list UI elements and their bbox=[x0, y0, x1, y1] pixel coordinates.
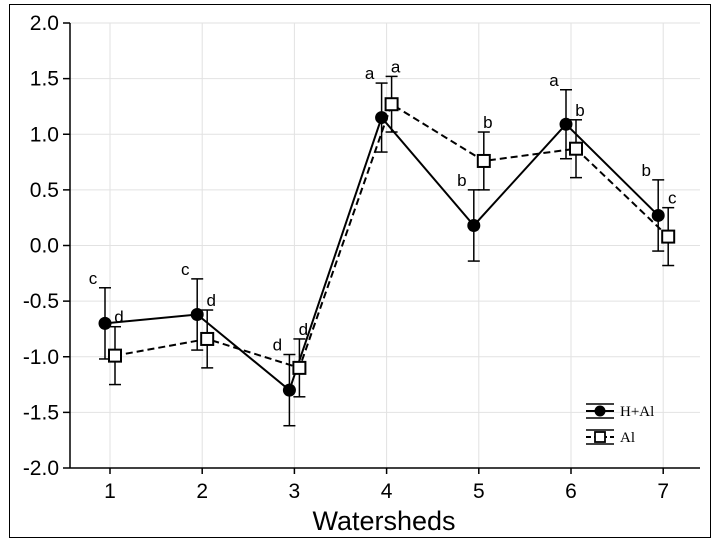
y-tick-label: -2.0 bbox=[23, 457, 59, 480]
y-tick-label: 1.5 bbox=[30, 68, 59, 91]
data-point bbox=[467, 218, 481, 232]
y-tick-label: 2.0 bbox=[30, 12, 59, 35]
significance-letter: a bbox=[391, 57, 401, 76]
y-tick-label: -0.5 bbox=[23, 290, 59, 313]
y-tick-label: 0.0 bbox=[30, 235, 59, 258]
legend-item-H+Al: H+Al bbox=[586, 403, 654, 420]
data-point bbox=[651, 208, 665, 222]
legend-label: Al bbox=[620, 430, 635, 446]
data-point bbox=[476, 153, 491, 168]
y-tick-label: 0.5 bbox=[30, 179, 59, 202]
data-point bbox=[661, 229, 676, 244]
data-point bbox=[200, 331, 215, 346]
significance-letter: b bbox=[641, 161, 650, 180]
data-point bbox=[569, 141, 583, 156]
significance-letter: a bbox=[549, 71, 559, 90]
data-point bbox=[559, 117, 573, 131]
x-tick-label: 6 bbox=[565, 480, 577, 503]
significance-letter: d bbox=[206, 291, 215, 310]
y-axis: 2.0 1.5 1.0 0.5 0.0 -0.5 -1.0 -1.5 -2.0 bbox=[23, 12, 71, 480]
chart-frame bbox=[9, 4, 711, 538]
y-tick-label: 1.0 bbox=[30, 123, 59, 146]
legend-marker bbox=[594, 405, 606, 417]
significance-letter: c bbox=[89, 269, 98, 288]
legend: H+Al Al bbox=[586, 403, 654, 446]
x-tick-label: 1 bbox=[104, 480, 116, 503]
data-point bbox=[292, 360, 307, 375]
significance-letter: d bbox=[299, 320, 308, 339]
significance-letter: a bbox=[365, 64, 375, 83]
significance-letter: d bbox=[273, 336, 282, 355]
x-tick-label: 2 bbox=[196, 480, 208, 503]
significance-letter: c bbox=[668, 189, 677, 208]
significance-letter: b bbox=[483, 113, 492, 132]
x-tick-label: 4 bbox=[381, 480, 393, 503]
x-axis-title: Watersheds bbox=[312, 506, 455, 536]
y-tick-label: -1.5 bbox=[23, 401, 59, 424]
gridlines bbox=[70, 22, 700, 469]
legend-item-Al: Al bbox=[586, 429, 635, 446]
data-point bbox=[190, 307, 204, 321]
data-point bbox=[98, 316, 112, 330]
x-tick-label: 7 bbox=[657, 480, 669, 503]
significance-letter: c bbox=[181, 260, 190, 279]
x-axis: 1 2 3 4 5 6 7 bbox=[70, 467, 700, 503]
data-point bbox=[282, 383, 296, 397]
legend-label: H+Al bbox=[620, 404, 654, 420]
series-line bbox=[104, 115, 659, 392]
significance-letter: b bbox=[575, 101, 584, 120]
x-tick-label: 5 bbox=[473, 480, 485, 503]
significance-letter: d bbox=[114, 308, 123, 327]
significance-letter: b bbox=[457, 171, 466, 190]
data-point bbox=[108, 348, 122, 363]
y-tick-label: -1.0 bbox=[23, 346, 59, 369]
legend-marker bbox=[594, 431, 606, 443]
data-point bbox=[384, 97, 399, 112]
x-tick-label: 3 bbox=[289, 480, 301, 503]
